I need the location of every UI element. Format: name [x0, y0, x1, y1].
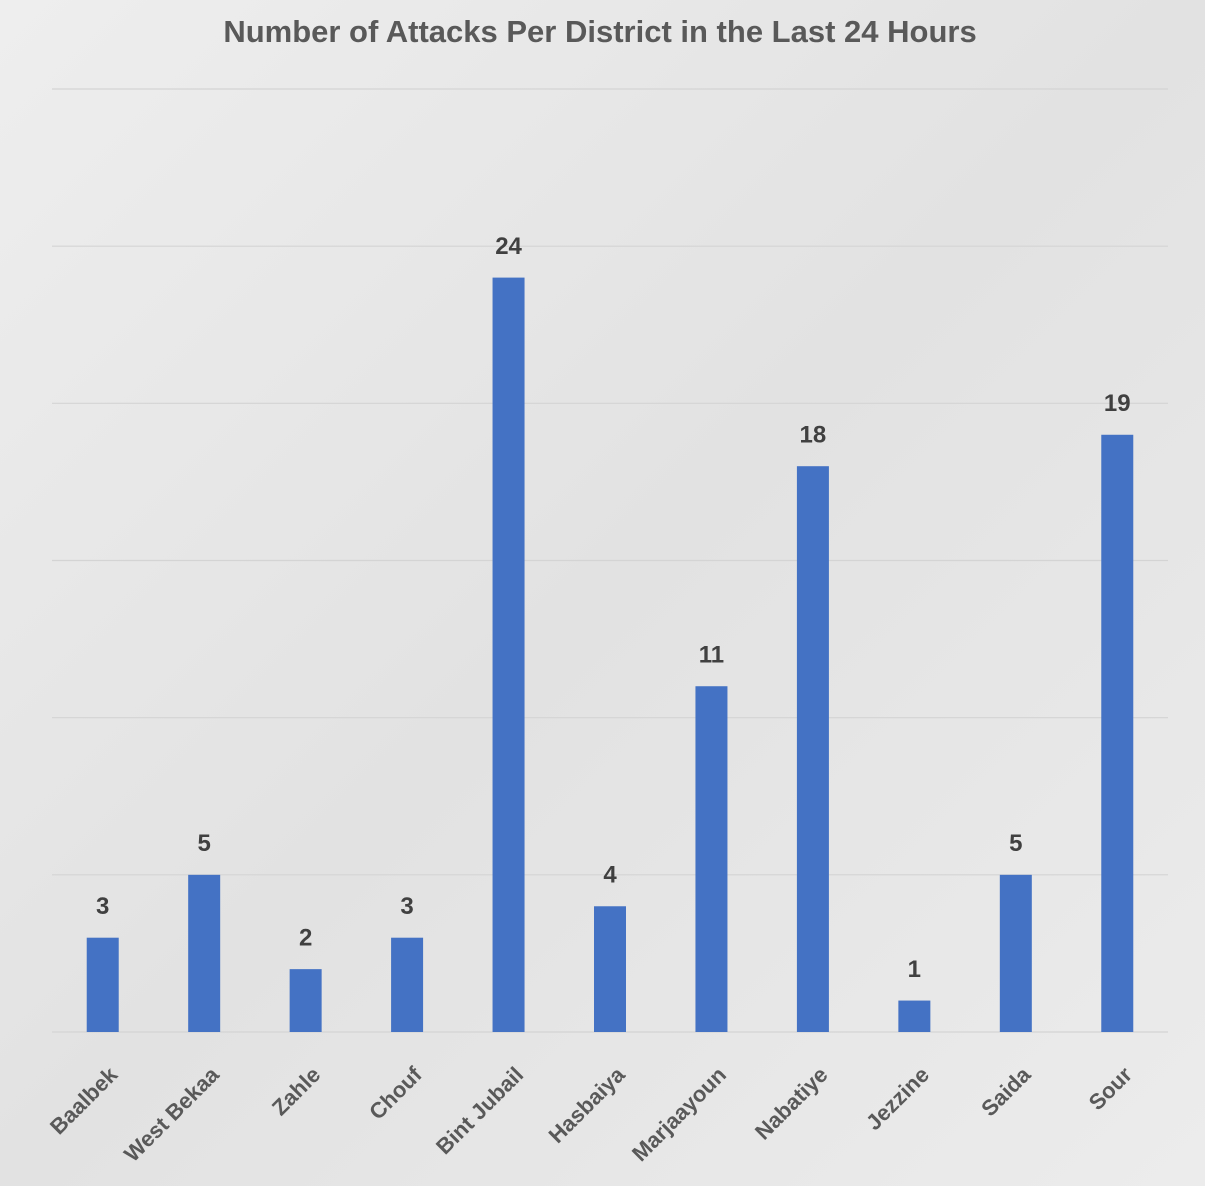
data-label: 3 — [96, 893, 109, 920]
data-label: 18 — [800, 422, 827, 449]
bar — [898, 1001, 930, 1032]
bar — [695, 686, 727, 1032]
bar — [1000, 875, 1032, 1032]
bar — [493, 278, 525, 1032]
data-label: 4 — [603, 862, 617, 889]
chart: Number of Attacks Per District in the La… — [0, 0, 1205, 1186]
bar — [1101, 435, 1133, 1032]
data-label: 5 — [1009, 830, 1022, 857]
bar — [290, 969, 322, 1032]
data-label: 5 — [198, 830, 211, 857]
bar — [391, 938, 423, 1032]
data-label: 1 — [908, 956, 921, 983]
bar — [797, 466, 829, 1032]
bar — [188, 875, 220, 1032]
data-label: 19 — [1104, 390, 1131, 417]
data-label: 2 — [299, 924, 312, 951]
data-label: 24 — [495, 233, 522, 260]
chart-title: Number of Attacks Per District in the La… — [223, 14, 976, 49]
page: {"chart_data": {"type": "bar", "title": … — [0, 0, 1205, 1186]
data-label: 11 — [699, 642, 724, 669]
bar — [594, 906, 626, 1032]
data-label: 3 — [400, 893, 413, 920]
bar — [87, 938, 119, 1032]
